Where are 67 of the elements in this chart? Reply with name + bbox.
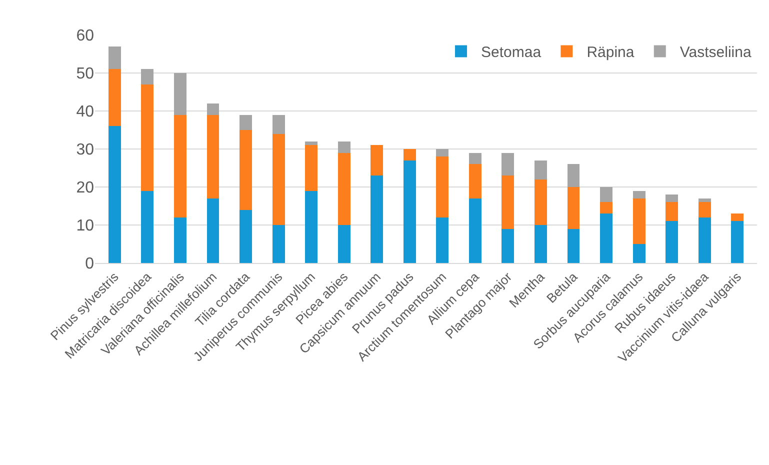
- bar: [666, 202, 678, 222]
- bar: [567, 228, 580, 263]
- bar: [436, 217, 449, 263]
- bar: [141, 190, 154, 263]
- bar: [468, 198, 482, 263]
- y-tick-label: 10: [76, 218, 94, 235]
- bar: [370, 145, 384, 176]
- bar: [698, 202, 711, 218]
- bar: [338, 225, 350, 263]
- y-tick-label: 20: [76, 180, 94, 197]
- bar: [567, 164, 580, 187]
- bar: [502, 176, 514, 229]
- bar: [600, 202, 612, 214]
- bar: [666, 221, 678, 263]
- bar: [272, 225, 285, 263]
- bar: [305, 190, 318, 263]
- bar: [240, 210, 252, 263]
- bar: [698, 217, 711, 263]
- bar: [731, 221, 744, 263]
- bar: [403, 160, 416, 263]
- y-tick-label: 60: [76, 28, 94, 45]
- bar: [272, 114, 285, 134]
- bar: [206, 114, 220, 198]
- bar: [468, 164, 482, 198]
- legend-label: Setomaa: [481, 44, 542, 62]
- bar: [436, 156, 449, 218]
- bar: [174, 114, 186, 218]
- legend-label: Räpina: [586, 44, 635, 62]
- bar: [141, 84, 154, 191]
- bar: [534, 179, 547, 225]
- bar: [206, 103, 220, 115]
- bar: [108, 126, 121, 263]
- bar: [141, 69, 154, 84]
- bar: [108, 69, 121, 126]
- bar: [698, 198, 711, 202]
- y-tick-label: 40: [76, 104, 94, 121]
- bar: [174, 217, 186, 263]
- bar: [108, 46, 121, 70]
- bar: [240, 130, 252, 210]
- bar: [632, 190, 646, 198]
- bar: [502, 228, 514, 263]
- bar: [632, 244, 646, 263]
- bar: [502, 152, 514, 176]
- bar: [174, 73, 186, 115]
- bar: [305, 141, 318, 146]
- bar: [338, 152, 350, 225]
- bar: [206, 198, 220, 263]
- bar: [632, 198, 646, 244]
- bar: [436, 149, 449, 157]
- bar: [338, 141, 350, 153]
- bar: [240, 114, 252, 130]
- legend-label: Vastseliina: [680, 44, 752, 62]
- bar: [600, 214, 612, 263]
- bar: [567, 187, 580, 229]
- y-tick-label: 30: [76, 142, 94, 159]
- y-tick-label: 50: [76, 66, 94, 83]
- bar: [666, 194, 678, 202]
- y-tick-label: 0: [85, 256, 94, 273]
- bar: [272, 134, 285, 225]
- bar: [468, 152, 482, 164]
- bar: [600, 187, 612, 202]
- bar: [370, 176, 384, 263]
- bar: [731, 214, 744, 222]
- bar: [305, 145, 318, 191]
- bar: [534, 225, 547, 263]
- bar: [403, 149, 416, 160]
- bar: [534, 160, 547, 180]
